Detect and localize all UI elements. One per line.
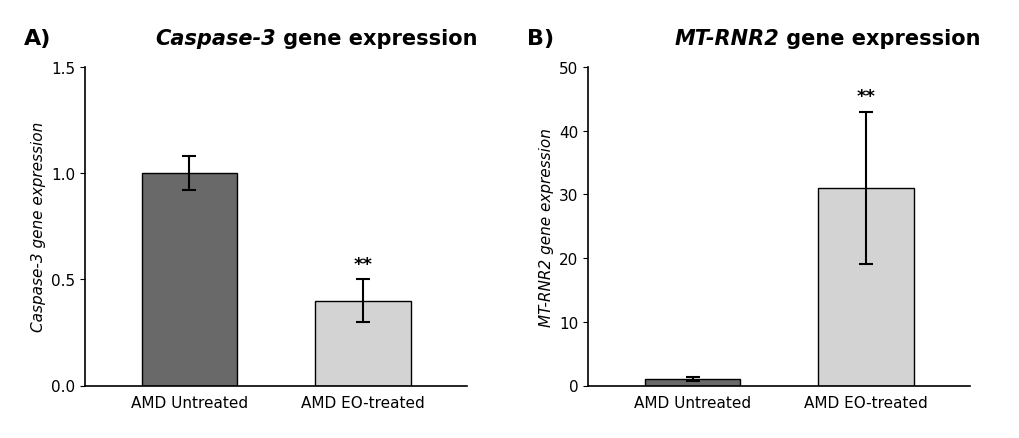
Text: gene expression: gene expression [276, 29, 477, 49]
Bar [644, 379, 740, 385]
Text: **: ** [354, 255, 372, 273]
Text: B): B) [527, 29, 553, 49]
Bar [817, 189, 913, 385]
Y-axis label: MT-RNR2 gene expression: MT-RNR2 gene expression [538, 127, 553, 326]
Text: MT-RNR2: MT-RNR2 [674, 29, 779, 49]
Text: gene expression: gene expression [779, 29, 980, 49]
Text: Caspase-3: Caspase-3 [156, 29, 276, 49]
Text: **: ** [856, 88, 875, 106]
Bar [315, 301, 411, 385]
Y-axis label: Caspase-3 gene expression: Caspase-3 gene expression [31, 122, 46, 332]
Bar [142, 174, 237, 385]
Text: A): A) [24, 29, 52, 49]
